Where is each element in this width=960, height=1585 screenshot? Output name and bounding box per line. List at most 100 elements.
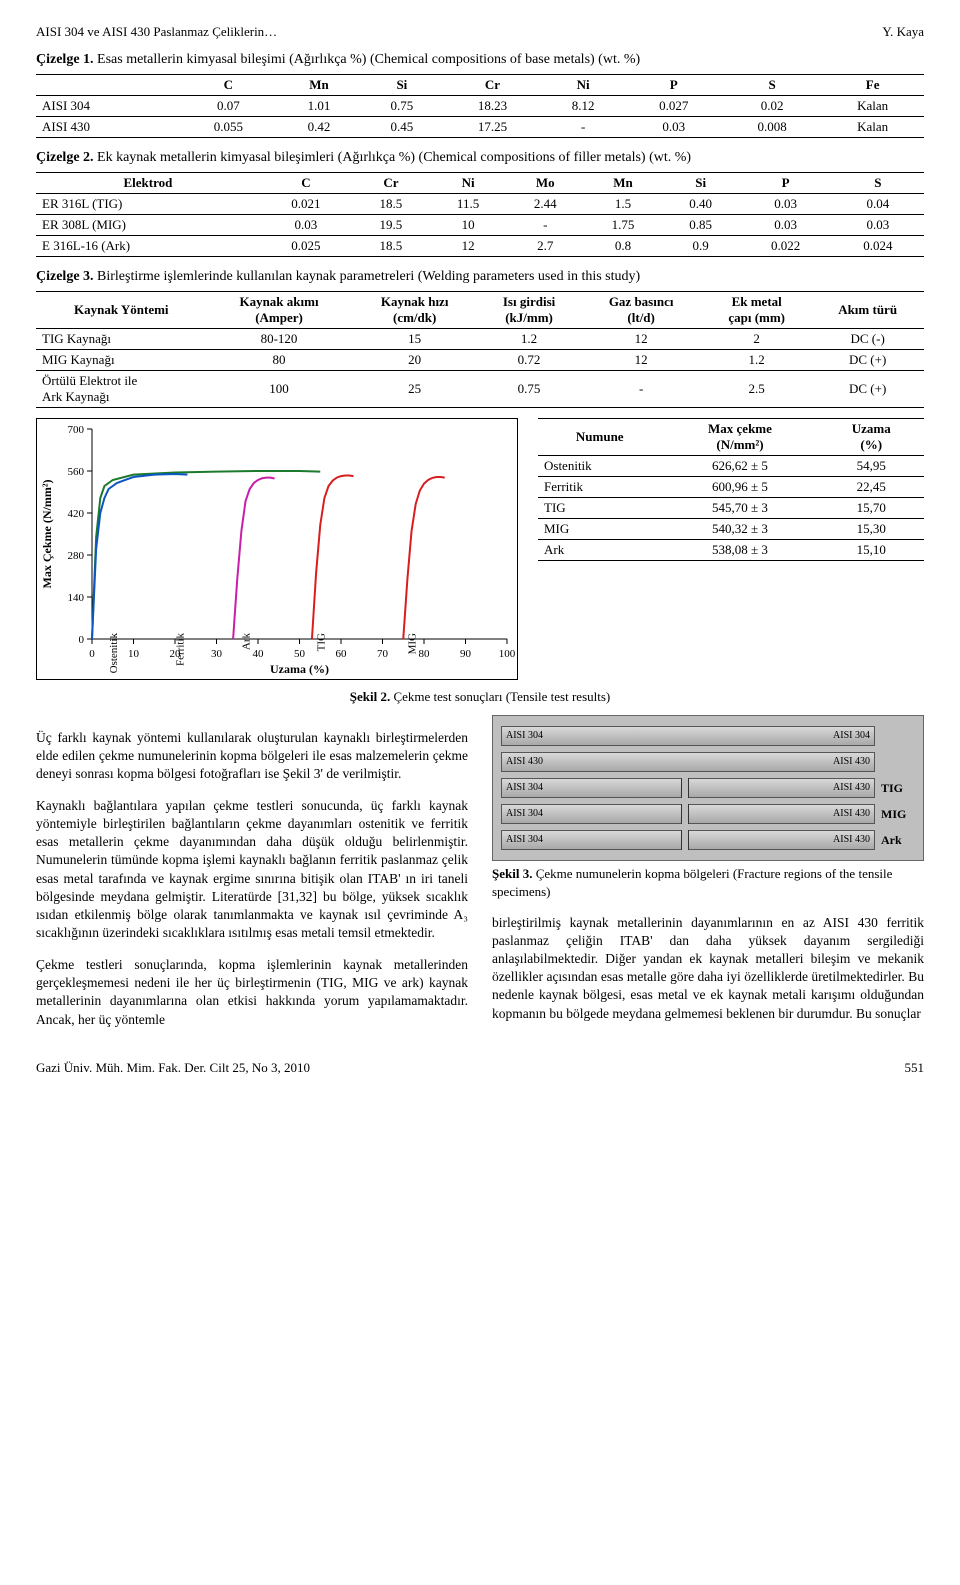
specimen-left-label: AISI 304 — [506, 781, 543, 795]
specimen-group-label: TIG — [881, 780, 915, 796]
table-cell: 0.85 — [662, 215, 740, 236]
specimen-group-label: Ark — [881, 832, 915, 848]
table3-caption: Çizelge 3. Birleştirme işlemlerinde kull… — [36, 269, 924, 285]
column-header: Ni — [430, 173, 507, 194]
table-cell: 15,30 — [818, 519, 924, 540]
specimen-bar: AISI 304AISI 430 — [501, 830, 875, 850]
table-cell: 600,96 ± 5 — [661, 477, 818, 498]
table-cell: 1.5 — [584, 194, 662, 215]
table-cell: 2.7 — [506, 236, 584, 257]
table-cell: 22,45 — [818, 477, 924, 498]
table-cell: DC (-) — [811, 329, 924, 350]
specimen-row: AISI 304 AISI 430 TIG — [501, 778, 915, 798]
fig3-caption: Şekil 3. Çekme numunelerin kopma bölgele… — [492, 865, 924, 900]
running-footer: Gazi Üniv. Müh. Mim. Fak. Der. Cilt 25, … — [36, 1060, 924, 1076]
table-cell: 0.04 — [832, 194, 924, 215]
column-header: Gaz basıncı (lt/d) — [580, 292, 702, 329]
table-row: Ark538,08 ± 315,10 — [538, 540, 924, 561]
fig3-rest: Çekme numunelerin kopma bölgeleri (Fract… — [492, 866, 892, 899]
table-cell: 100 — [207, 371, 352, 408]
svg-text:Ferritik: Ferritik — [174, 633, 186, 666]
table-cell: 17.25 — [443, 117, 541, 138]
table-cell: Ark — [538, 540, 661, 561]
svg-text:Max Çekme (N/mm²): Max Çekme (N/mm²) — [40, 480, 54, 589]
table-cell: 18.5 — [352, 236, 430, 257]
table-cell: 54,95 — [818, 456, 924, 477]
chart-svg: 01020304050607080901000140280420560700Uz… — [36, 418, 518, 680]
specimen-right-label: AISI 430 — [833, 755, 870, 769]
table-cell: 15,10 — [818, 540, 924, 561]
column-header: Mn — [584, 173, 662, 194]
table-row: TIG545,70 ± 315,70 — [538, 498, 924, 519]
table-cell: 0.021 — [260, 194, 352, 215]
svg-text:Ark: Ark — [241, 633, 253, 651]
table-cell: 80-120 — [207, 329, 352, 350]
table-cell: MIG — [538, 519, 661, 540]
svg-text:100: 100 — [499, 648, 516, 660]
table-cell: 538,08 ± 3 — [661, 540, 818, 561]
table-cell: 0.75 — [360, 96, 443, 117]
table-cell: - — [580, 371, 702, 408]
svg-text:Uzama (%): Uzama (%) — [270, 662, 329, 676]
table-cell: 1.01 — [278, 96, 361, 117]
para-right1: birleştirilmiş kaynak metallerinin dayan… — [492, 914, 924, 1023]
column-header: Kaynak hızı (cm/dk) — [351, 292, 477, 329]
svg-text:280: 280 — [68, 550, 85, 562]
column-header: Akım türü — [811, 292, 924, 329]
fig2-bold: Şekil 2. — [350, 689, 390, 704]
table-row: AISI 4300.0550.420.4517.25-0.030.008Kala… — [36, 117, 924, 138]
table-cell: 0.008 — [723, 117, 821, 138]
table-cell: 0.03 — [625, 117, 723, 138]
specimen-bar: AISI 430AISI 430 — [501, 752, 875, 772]
running-header: AISI 304 ve AISI 430 Paslanmaz Çelikleri… — [36, 24, 924, 40]
specimen-bar: AISI 304AISI 304 — [501, 726, 875, 746]
table1: CMnSiCrNiPSFe AISI 3040.071.010.7518.238… — [36, 74, 924, 138]
column-header: Uzama (%) — [818, 419, 924, 456]
table-cell: 18.23 — [443, 96, 541, 117]
para-left3: Çekme testleri sonuçlarında, kopma işlem… — [36, 956, 468, 1029]
table-cell: 2.44 — [506, 194, 584, 215]
table-cell: - — [542, 117, 625, 138]
table-cell: 0.42 — [278, 117, 361, 138]
para-left1: Üç farklı kaynak yöntemi kullanılarak ol… — [36, 729, 468, 784]
fig3-bold: Şekil 3. — [492, 866, 532, 881]
table-cell: - — [506, 215, 584, 236]
table-cell: 2.5 — [702, 371, 811, 408]
stress-strain-chart: 01020304050607080901000140280420560700Uz… — [36, 418, 518, 685]
table-cell: 0.027 — [625, 96, 723, 117]
table-cell: 19.5 — [352, 215, 430, 236]
table-cell: 540,32 ± 3 — [661, 519, 818, 540]
table-cell: Ferritik — [538, 477, 661, 498]
svg-text:420: 420 — [68, 508, 85, 520]
footer-left: Gazi Üniv. Müh. Mim. Fak. Der. Cilt 25, … — [36, 1060, 310, 1076]
table1-caption-rest: Esas metallerin kimyasal bileşimi (Ağırl… — [94, 52, 641, 67]
table-row: Örtülü Elektrot ile Ark Kaynağı100250.75… — [36, 371, 924, 408]
table-row: Ferritik600,96 ± 522,45 — [538, 477, 924, 498]
table-cell: TIG Kaynağı — [36, 329, 207, 350]
specimen-row: AISI 304AISI 430MIG — [501, 804, 915, 824]
table-cell: ER 308L (MIG) — [36, 215, 260, 236]
specimen-right-label: AISI 430 — [833, 833, 870, 847]
column-header: Numune — [538, 419, 661, 456]
svg-text:70: 70 — [377, 648, 389, 660]
specimen-right-label: AISI 430 — [833, 781, 870, 795]
table-cell: TIG — [538, 498, 661, 519]
table-cell: 8.12 — [542, 96, 625, 117]
svg-text:TIG: TIG — [315, 633, 327, 651]
column-header: C — [179, 75, 277, 96]
table3-caption-rest: Birleştirme işlemlerinde kullanılan kayn… — [94, 269, 641, 284]
svg-text:60: 60 — [336, 648, 348, 660]
column-header: S — [832, 173, 924, 194]
table-row: ER 308L (MIG)0.0319.510-1.750.850.030.03 — [36, 215, 924, 236]
column-header: Cr — [443, 75, 541, 96]
specimen-row: AISI 430AISI 430 — [501, 752, 915, 772]
table-cell: 1.75 — [584, 215, 662, 236]
specimen-bar: AISI 304 AISI 430 — [501, 778, 875, 798]
table-cell: 12 — [430, 236, 507, 257]
specimen-group-label: MIG — [881, 806, 915, 822]
table-cell: 18.5 — [352, 194, 430, 215]
column-header: Ek metal çapı (mm) — [702, 292, 811, 329]
table-cell: 0.72 — [478, 350, 580, 371]
table-cell: 0.03 — [740, 194, 832, 215]
table-cell: 0.75 — [478, 371, 580, 408]
